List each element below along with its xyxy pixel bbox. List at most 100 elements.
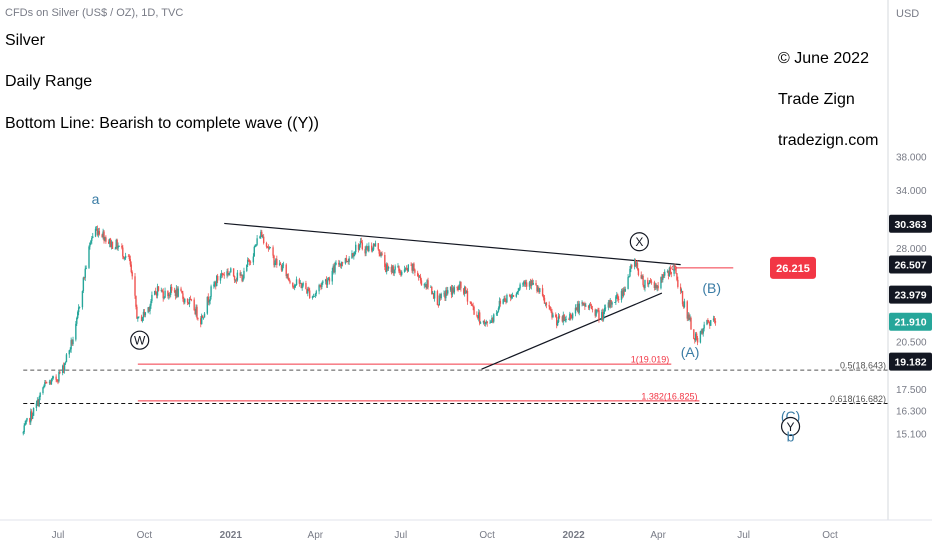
candle-body xyxy=(324,279,327,282)
candle-body xyxy=(305,283,307,290)
candle-body xyxy=(512,295,515,297)
candle-body xyxy=(216,275,219,281)
candle-body xyxy=(315,291,317,294)
candle-body xyxy=(506,294,508,303)
candle-body xyxy=(327,278,330,281)
candle-body xyxy=(447,290,449,294)
candle-body xyxy=(674,265,676,269)
candle-body xyxy=(472,305,474,307)
candle-body xyxy=(405,268,408,270)
candle-body xyxy=(130,264,132,273)
candle-body xyxy=(529,282,532,286)
candle-body xyxy=(48,381,51,384)
price-tick-label: 34.000 xyxy=(896,186,927,197)
candle-body xyxy=(282,264,285,266)
candle-body xyxy=(38,397,40,407)
candle-body xyxy=(551,311,553,318)
candle-body xyxy=(137,316,139,319)
candle-body xyxy=(77,312,79,319)
fib-level-label: 0.5(18.643) xyxy=(840,361,886,371)
price-alert-tag[interactable] xyxy=(770,256,816,279)
candle-body xyxy=(201,315,204,318)
candle-body xyxy=(247,259,249,265)
candle-body xyxy=(256,238,258,245)
candle-body xyxy=(23,425,25,433)
candle-body xyxy=(39,393,41,398)
candle-body xyxy=(460,281,462,289)
candle-body xyxy=(436,291,439,306)
candle-body xyxy=(601,312,603,321)
candle-body xyxy=(188,299,191,305)
price-tick-label: 38.000 xyxy=(896,152,927,163)
candle-body xyxy=(46,382,48,384)
symbol-header[interactable]: CFDs on Silver (US$ / OZ), 1D, TVC xyxy=(5,7,184,19)
candle-body xyxy=(420,280,423,286)
candle-body xyxy=(84,268,86,278)
candle-body xyxy=(387,266,390,269)
candle-body xyxy=(249,261,252,263)
candle-body xyxy=(235,279,238,281)
candle-body xyxy=(226,271,228,276)
candle-body xyxy=(453,287,456,293)
candle-body xyxy=(314,293,317,297)
candle-body xyxy=(181,290,183,294)
candle-body xyxy=(102,231,104,238)
candle-body xyxy=(444,293,446,299)
candle-body xyxy=(650,281,653,283)
candle-body xyxy=(254,245,256,247)
candle-body xyxy=(564,320,566,321)
candle-body xyxy=(550,309,552,312)
candle-body xyxy=(662,274,664,280)
candle-body xyxy=(230,268,232,273)
candle-body xyxy=(52,376,55,378)
candle-body xyxy=(163,297,165,299)
price-axis[interactable]: 38.000 34.000 28.000 20.500 17.500 16.300 15.1… xyxy=(770,0,932,520)
candle-body xyxy=(332,266,334,272)
candle-body xyxy=(482,320,485,323)
candle-body xyxy=(371,249,374,251)
candle-body xyxy=(259,236,261,239)
candle-body xyxy=(400,273,402,275)
candle-body xyxy=(150,301,152,306)
candle-body xyxy=(574,307,577,314)
time-axis[interactable]: Jul Oct 2021 Apr Jul Oct 2022 Apr Jul Oct xyxy=(0,519,932,541)
candle-body xyxy=(169,294,171,296)
candle-body xyxy=(72,339,74,345)
candle-body xyxy=(202,317,205,319)
candle-body xyxy=(370,245,373,251)
candle-body xyxy=(190,299,193,301)
candle-body xyxy=(97,231,100,235)
candle-body xyxy=(233,276,236,281)
candle-body xyxy=(108,241,110,244)
candle-body xyxy=(286,273,288,277)
candle-body xyxy=(210,286,212,297)
candle-body xyxy=(703,324,705,329)
candle-body xyxy=(194,310,196,315)
candle-body xyxy=(571,313,574,319)
candle-body xyxy=(110,241,113,248)
candle-body xyxy=(588,304,591,308)
candle-body xyxy=(207,296,209,303)
candle-body xyxy=(694,333,697,341)
candle-body xyxy=(647,280,649,285)
candle-body xyxy=(571,317,573,319)
candle-body xyxy=(155,292,158,296)
candle-body xyxy=(122,247,124,257)
candle-body xyxy=(602,312,604,320)
candle-body xyxy=(425,284,427,288)
candle-body xyxy=(31,411,33,419)
candle-body xyxy=(676,273,678,280)
price-label-value: 30.363 xyxy=(894,219,926,231)
candle-body xyxy=(407,264,410,272)
candle-body xyxy=(228,273,230,275)
candle-body xyxy=(328,278,331,282)
candle-body xyxy=(445,290,447,299)
candle-body xyxy=(222,274,224,276)
candle-body xyxy=(176,288,178,297)
candle-body xyxy=(499,300,502,304)
candle-body xyxy=(378,249,380,254)
candle-body xyxy=(614,302,616,303)
candle-body xyxy=(525,282,528,287)
candle-body xyxy=(634,260,637,267)
